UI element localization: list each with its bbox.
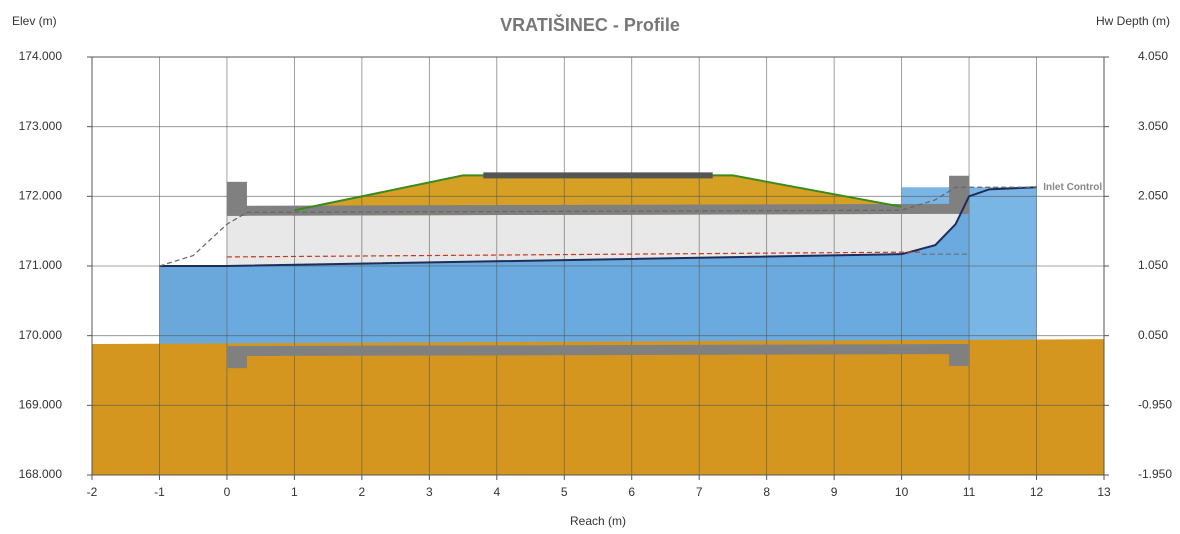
headwall (227, 182, 247, 216)
x-tick-label: 2 (359, 485, 366, 499)
y-tick-label: 174.000 (19, 49, 63, 63)
page: VRATIŠINEC - Profile Elev (m) Hw Depth (… (0, 0, 1180, 534)
y2-tick-label: -0.950 (1138, 398, 1172, 412)
x-tick-label: 11 (963, 485, 976, 499)
y2-tick-label: 3.050 (1138, 119, 1168, 133)
y2-tick-label: 0.050 (1138, 328, 1168, 342)
headwall (949, 176, 969, 214)
x-tick-label: 5 (561, 485, 568, 499)
x-tick-label: 7 (696, 485, 703, 499)
cutoff-wall (949, 344, 969, 366)
cutoff-wall (227, 346, 247, 368)
y-tick-label: 172.000 (19, 189, 63, 203)
x-tick-label: -2 (87, 485, 98, 499)
y2-tick-label: 4.050 (1138, 49, 1168, 63)
x-axis-label: Reach (m) (570, 514, 626, 528)
chart: VRATIŠINEC - Profile Elev (m) Hw Depth (… (0, 0, 1180, 534)
y-tick-label: 171.000 (19, 258, 63, 272)
x-tick-label: 6 (628, 485, 635, 499)
y2-tick-label: 1.050 (1138, 258, 1168, 272)
y-axis-label: Elev (m) (12, 14, 57, 28)
culvert-bottom-wall (227, 344, 969, 356)
y2-tick-label: -1.950 (1138, 467, 1172, 481)
x-tick-label: 1 (291, 485, 298, 499)
y2-axis-label: Hw Depth (m) (1096, 14, 1170, 28)
culvert-top-wall (227, 204, 969, 216)
x-tick-label: 10 (895, 485, 909, 499)
x-tick-label: 13 (1097, 485, 1111, 499)
x-tick-label: 0 (224, 485, 231, 499)
y-tick-label: 169.000 (19, 398, 63, 412)
y-tick-label: 173.000 (19, 119, 63, 133)
x-tick-label: 3 (426, 485, 433, 499)
y2-tick-label: 2.050 (1138, 189, 1168, 203)
x-tick-label: -1 (154, 485, 165, 499)
x-tick-label: 9 (831, 485, 838, 499)
y-tick-label: 170.000 (19, 328, 63, 342)
y-tick-label: 168.000 (19, 467, 63, 481)
x-tick-label: 4 (493, 485, 500, 499)
x-tick-label: 12 (1030, 485, 1044, 499)
annotation: Inlet Control (1043, 182, 1102, 193)
x-tick-label: 8 (763, 485, 770, 499)
chart-title: VRATIŠINEC - Profile (500, 14, 680, 35)
